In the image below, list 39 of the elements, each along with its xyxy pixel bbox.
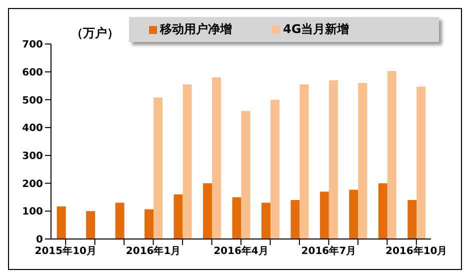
bar: [416, 86, 426, 239]
bar: [212, 77, 221, 239]
x-tick-label: 2015年10月: [34, 245, 96, 258]
bar: [378, 183, 388, 239]
bar: [232, 197, 242, 239]
legend-label: 移动用户净增: [158, 21, 232, 38]
bar: [328, 80, 338, 239]
bar: [261, 202, 270, 239]
y-tick-label: 100: [22, 206, 44, 218]
bar: [86, 211, 96, 239]
y-tick-label: 700: [22, 40, 44, 51]
y-tick-label: 600: [22, 67, 44, 78]
bar: [56, 206, 66, 239]
bar: [115, 202, 124, 239]
y-tick-label: 400: [22, 123, 44, 134]
legend-label: 4G当月新增: [282, 21, 350, 38]
bar: [320, 192, 329, 239]
bar: [349, 190, 358, 239]
bar: [300, 84, 309, 239]
y-tick-label: 500: [22, 95, 44, 106]
y-tick-label: 300: [22, 150, 44, 162]
bar: [174, 194, 183, 239]
bar: [241, 110, 250, 239]
x-tick-label: 2016年4月: [214, 245, 268, 258]
bar: [387, 71, 396, 239]
y-tick-label: 0: [36, 234, 44, 246]
x-tick-label: 2016年10月: [386, 245, 448, 258]
bar: [408, 200, 417, 239]
bar: [203, 183, 212, 239]
bar: [290, 200, 300, 239]
text: （万户）: [71, 25, 119, 42]
bar: [358, 83, 368, 239]
x-tick-label: 2016年1月: [126, 245, 181, 258]
y-tick-label: 200: [22, 178, 44, 190]
bar: [270, 100, 280, 239]
x-tick-label: 2016年7月: [301, 245, 356, 258]
bar: [144, 209, 154, 239]
bar: [182, 84, 192, 239]
bar: [154, 97, 163, 239]
